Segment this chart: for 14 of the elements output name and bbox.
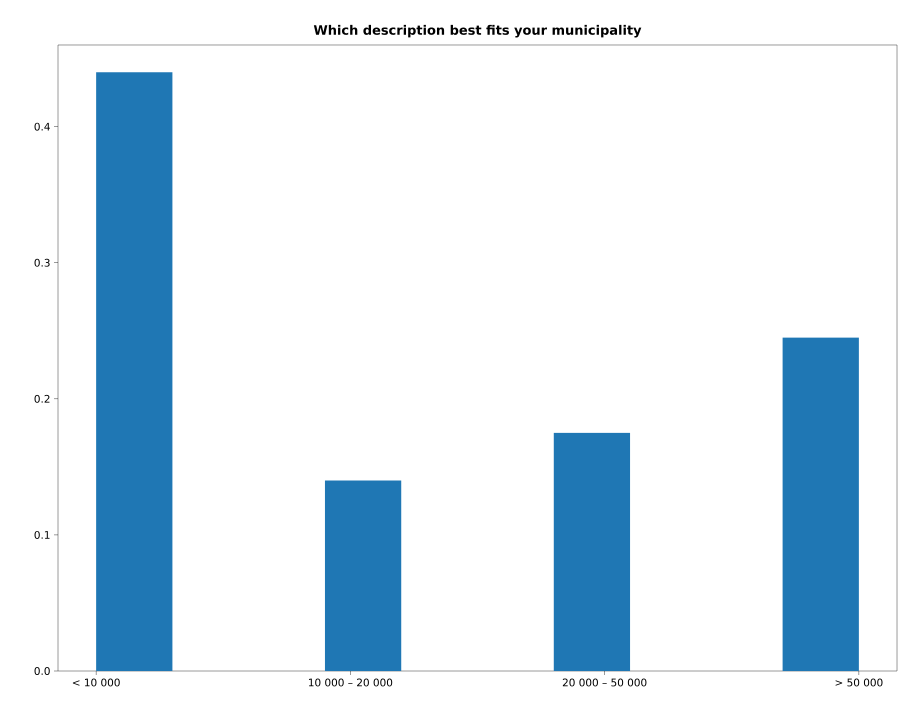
x-tick-label: < 10 000 [72, 678, 120, 686]
bar [554, 432, 630, 671]
x-tick-label: 10 000 – 20 000 [308, 678, 392, 686]
x-tick-label: 20 000 – 50 000 [562, 678, 646, 686]
y-tick-label: 0.4 [34, 122, 50, 131]
x-tick-label: > 50 000 [836, 678, 882, 686]
y-tick-label: 0.3 [34, 258, 50, 267]
chart-title: Which description best fits your municipality [314, 24, 642, 38]
bar [96, 72, 172, 671]
bar [324, 480, 402, 671]
y-tick-label: 0.2 [34, 394, 50, 403]
y-tick-label: 0.0 [34, 667, 50, 675]
y-tick-label: 0.1 [34, 530, 50, 539]
bar [782, 338, 859, 671]
